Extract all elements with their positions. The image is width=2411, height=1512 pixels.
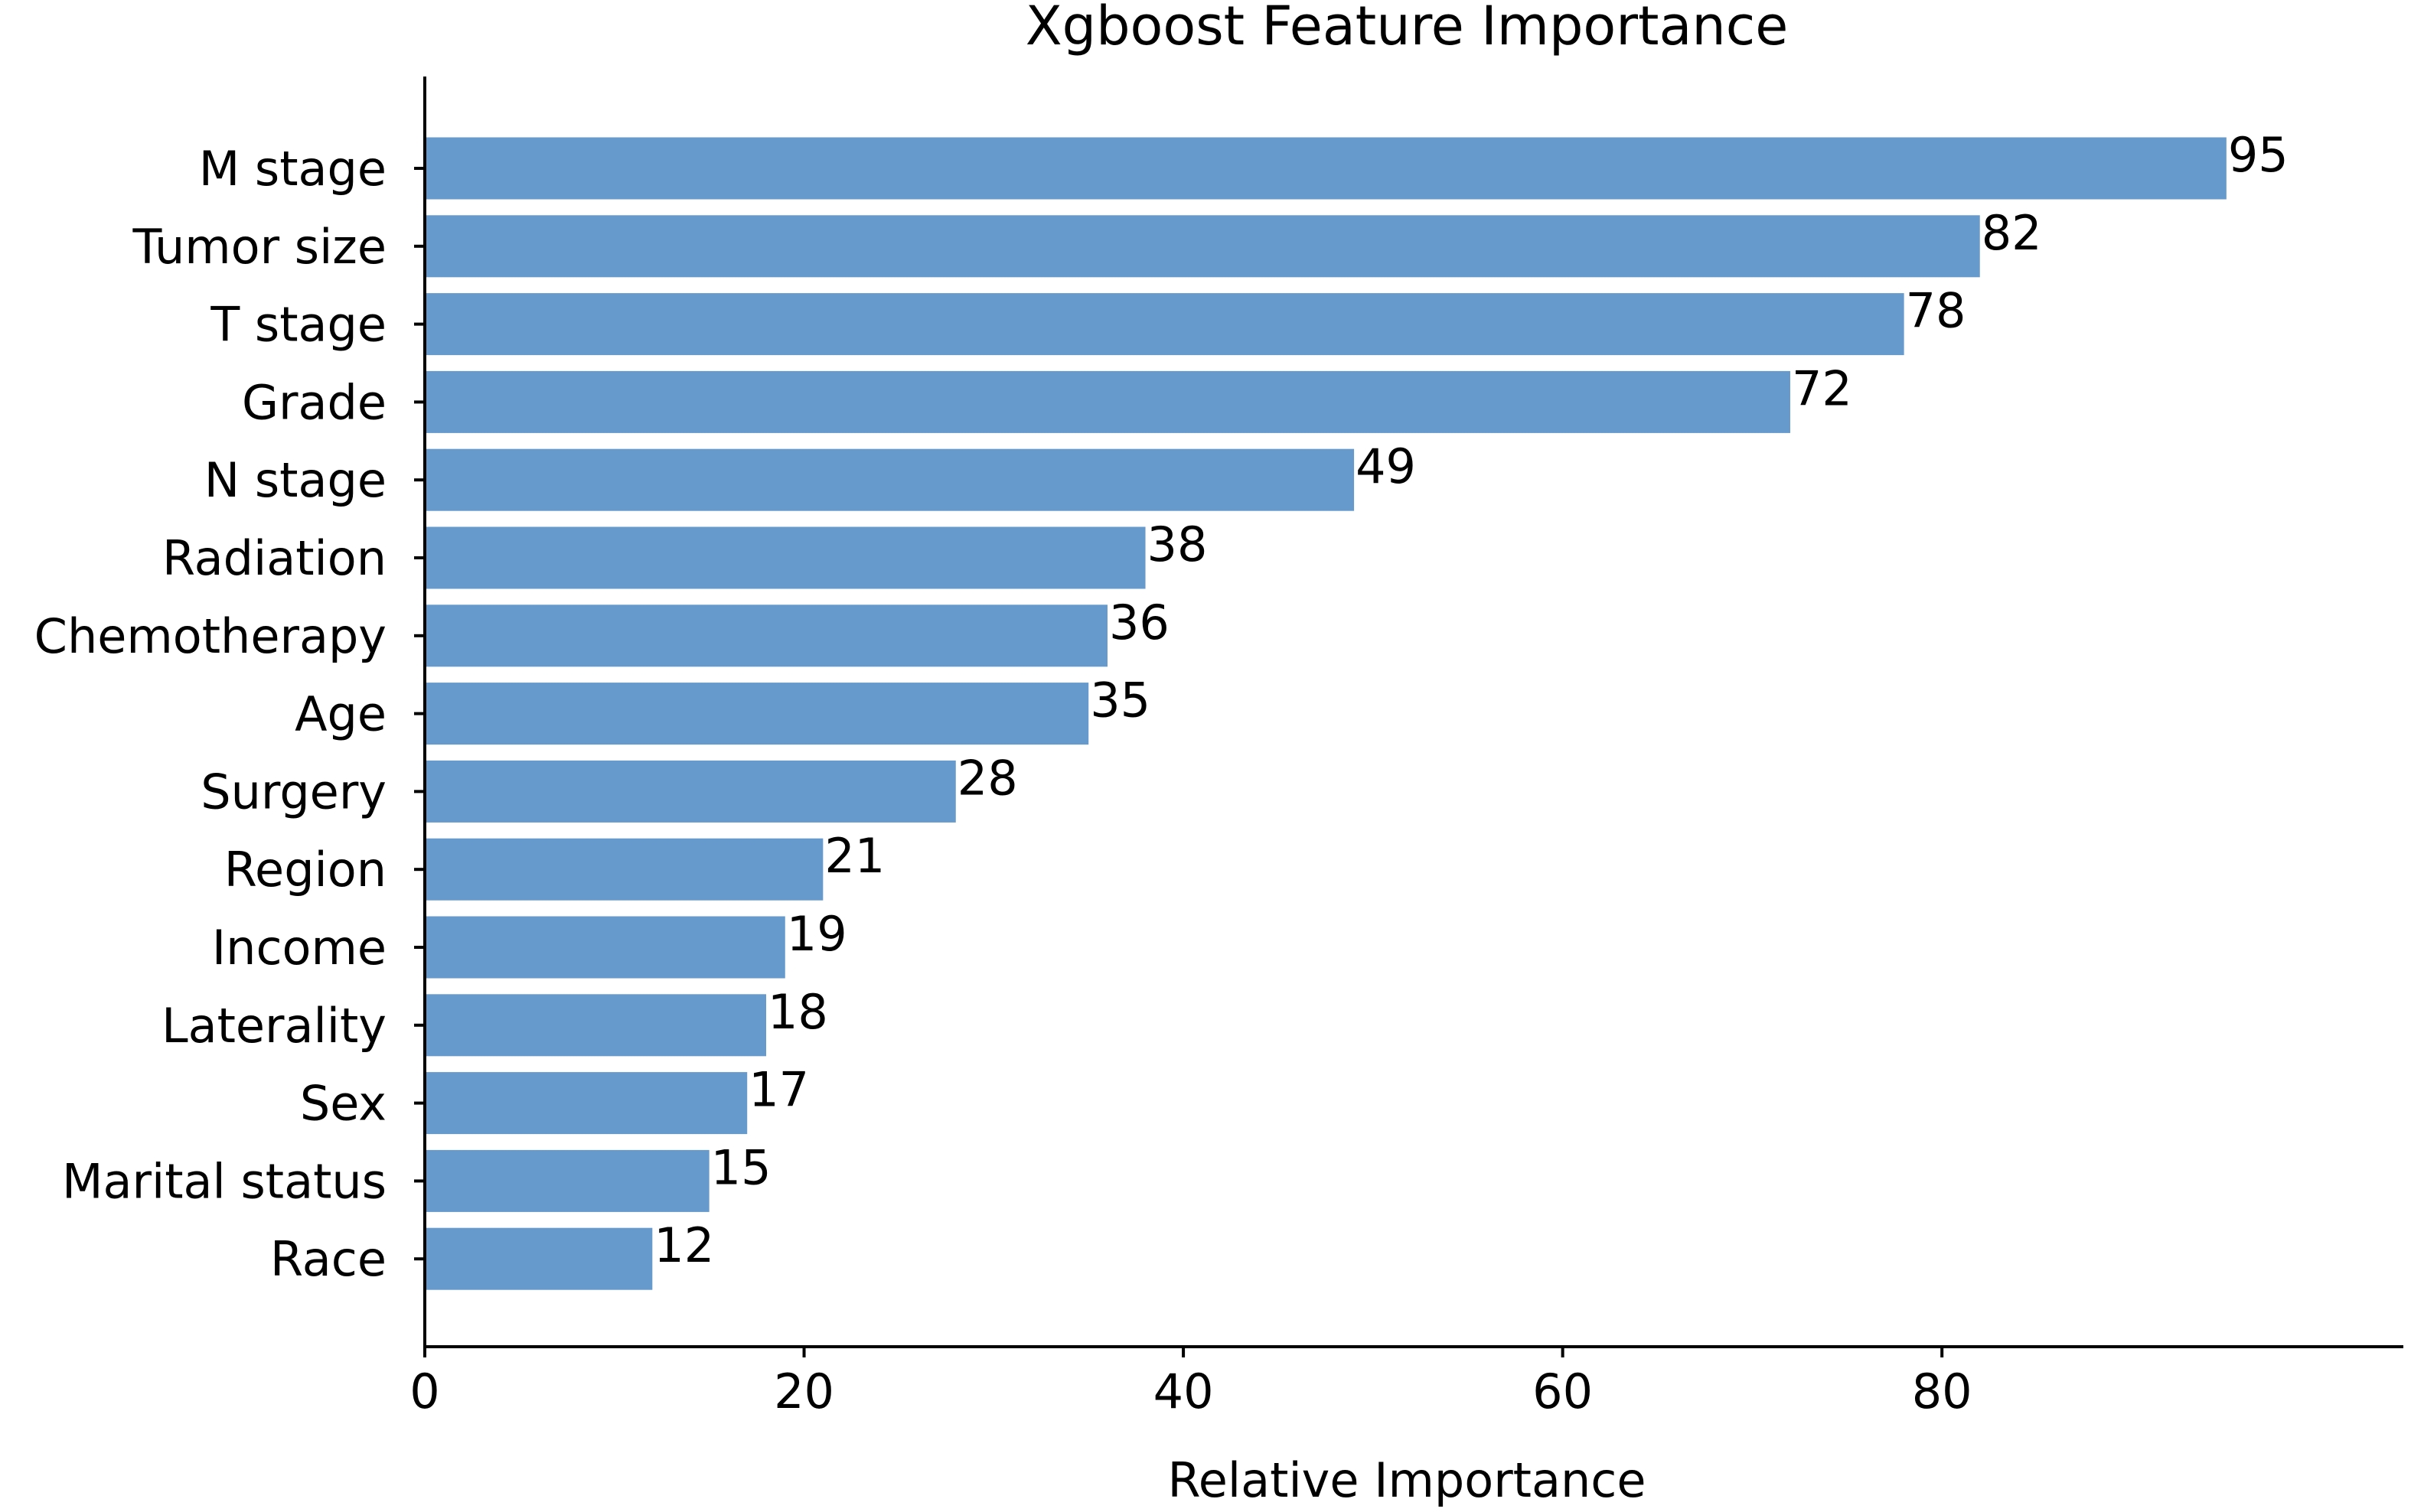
value-label-marital-status: 15 bbox=[711, 1139, 772, 1195]
value-label-age: 35 bbox=[1090, 673, 1150, 728]
y-tick-label: Marital status bbox=[62, 1153, 387, 1209]
value-label-grade: 72 bbox=[1792, 360, 1852, 416]
value-label-race: 12 bbox=[654, 1217, 714, 1273]
y-tick-label: Region bbox=[224, 842, 387, 898]
y-tick-label: Race bbox=[270, 1231, 387, 1287]
value-label-surgery: 28 bbox=[958, 750, 1018, 806]
y-tick-label: Sex bbox=[300, 1076, 387, 1132]
value-label-n-stage: 49 bbox=[1356, 438, 1416, 494]
value-label-chemotherapy: 36 bbox=[1109, 595, 1170, 650]
value-label-m-stage: 95 bbox=[2228, 127, 2289, 183]
y-tick-label: Laterality bbox=[161, 998, 387, 1054]
value-labels-group: 95 82 78 72 49 38 36 35 28 21 19 18 17 15 12 bbox=[654, 127, 2288, 1273]
bar-radiation bbox=[425, 526, 1146, 589]
x-axis-ticks: 0 20 40 60 80 bbox=[409, 1347, 1972, 1419]
y-tick-label: M stage bbox=[199, 141, 387, 197]
bar-sex bbox=[425, 1072, 748, 1135]
bar-marital-status bbox=[425, 1149, 710, 1212]
bar-age bbox=[425, 683, 1089, 745]
bar-n-stage bbox=[425, 448, 1355, 511]
y-tick-label: Tumor size bbox=[132, 219, 387, 275]
value-label-sex: 17 bbox=[749, 1062, 809, 1118]
y-tick-label: Age bbox=[295, 686, 387, 742]
x-tick-label: 60 bbox=[1532, 1364, 1593, 1419]
value-label-income: 19 bbox=[787, 906, 847, 962]
x-axis-label: Relative Importance bbox=[1167, 1452, 1646, 1508]
x-tick-label: 0 bbox=[409, 1364, 439, 1419]
bar-chemotherapy bbox=[425, 604, 1108, 667]
x-tick-label: 80 bbox=[1912, 1364, 1972, 1419]
bar-surgery bbox=[425, 760, 956, 823]
bar-t-stage bbox=[425, 293, 1904, 356]
y-axis-ticks: M stage Tumor size T stage Grade N stage Radi… bbox=[34, 141, 425, 1287]
bars-group bbox=[425, 137, 2227, 1290]
x-tick-label: 40 bbox=[1153, 1364, 1214, 1419]
value-label-t-stage: 78 bbox=[1906, 283, 1966, 339]
bar-grade bbox=[425, 370, 1790, 433]
bar-m-stage bbox=[425, 137, 2227, 200]
y-tick-label: Chemotherapy bbox=[34, 608, 387, 664]
y-tick-label: Grade bbox=[242, 374, 387, 430]
y-tick-label: Surgery bbox=[201, 764, 387, 820]
bar-laterality bbox=[425, 994, 766, 1057]
bar-race bbox=[425, 1227, 653, 1290]
value-label-laterality: 18 bbox=[768, 984, 828, 1040]
bar-tumor-size bbox=[425, 215, 1980, 278]
y-tick-label: T stage bbox=[210, 297, 387, 353]
y-tick-label: Radiation bbox=[162, 530, 387, 586]
y-tick-label: Income bbox=[212, 920, 387, 976]
x-tick-label: 20 bbox=[774, 1364, 834, 1419]
chart-title: Xgboost Feature Importance bbox=[1026, 0, 1789, 57]
value-label-region: 21 bbox=[824, 828, 885, 884]
bar-income bbox=[425, 916, 785, 979]
value-label-tumor-size: 82 bbox=[1982, 205, 2042, 261]
y-tick-label: N stage bbox=[204, 452, 387, 508]
value-label-radiation: 38 bbox=[1147, 516, 1208, 572]
bar-region bbox=[425, 838, 824, 901]
